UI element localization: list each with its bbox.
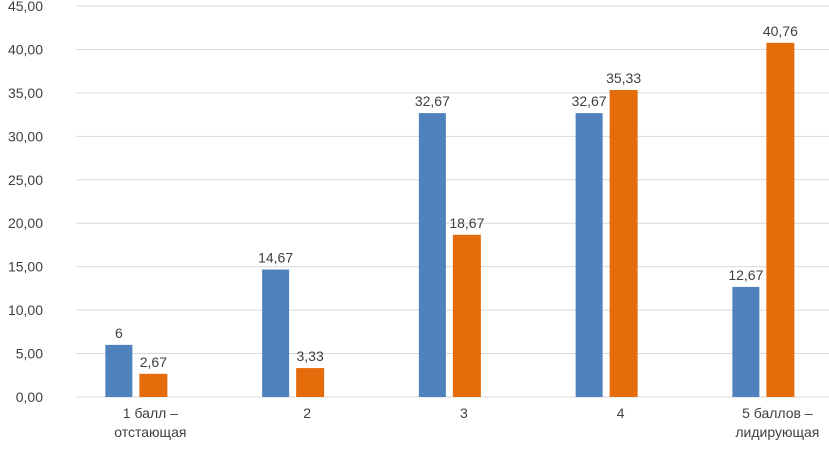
data-label: 2,67 (140, 354, 167, 370)
y-tick-label: 25,00 (8, 172, 43, 188)
y-tick-label: 15,00 (8, 259, 43, 275)
x-tick-label: 2 (303, 405, 311, 421)
y-tick-label: 10,00 (8, 302, 43, 318)
bar-series2 (452, 234, 481, 397)
data-label: 6 (115, 325, 123, 341)
data-label: 12,67 (728, 267, 763, 283)
y-tick-label: 20,00 (8, 215, 43, 231)
y-tick-label: 30,00 (8, 128, 43, 144)
y-tick-label: 5,00 (16, 346, 43, 362)
x-tick-label: лидирующая (735, 424, 819, 440)
data-label: 40,76 (763, 23, 798, 39)
data-label: 3,33 (297, 348, 324, 364)
data-label: 32,67 (415, 93, 450, 109)
x-tick-label: 3 (460, 405, 468, 421)
x-tick-label: 5 баллов – (742, 405, 813, 421)
bar-series1 (732, 286, 760, 397)
y-tick-label: 0,00 (16, 389, 43, 405)
data-label: 35,33 (606, 70, 641, 86)
y-tick-label: 45,00 (8, 0, 43, 14)
x-tick-label: 1 балл – (123, 405, 178, 421)
bar-series1 (575, 113, 603, 397)
bar-series2 (609, 90, 638, 398)
data-label: 18,67 (449, 215, 484, 231)
data-label: 14,67 (258, 250, 293, 266)
bar-series2 (139, 373, 168, 397)
y-tick-label: 40,00 (8, 41, 43, 57)
y-tick-label: 35,00 (8, 85, 43, 101)
bar-series1 (418, 113, 446, 397)
bar-series1 (105, 344, 133, 397)
data-label: 32,67 (572, 93, 607, 109)
x-tick-label: 4 (617, 405, 625, 421)
bar-series2 (766, 42, 795, 398)
bar-series2 (296, 368, 325, 397)
x-tick-label: отстающая (114, 424, 186, 440)
bar-series1 (262, 269, 290, 397)
